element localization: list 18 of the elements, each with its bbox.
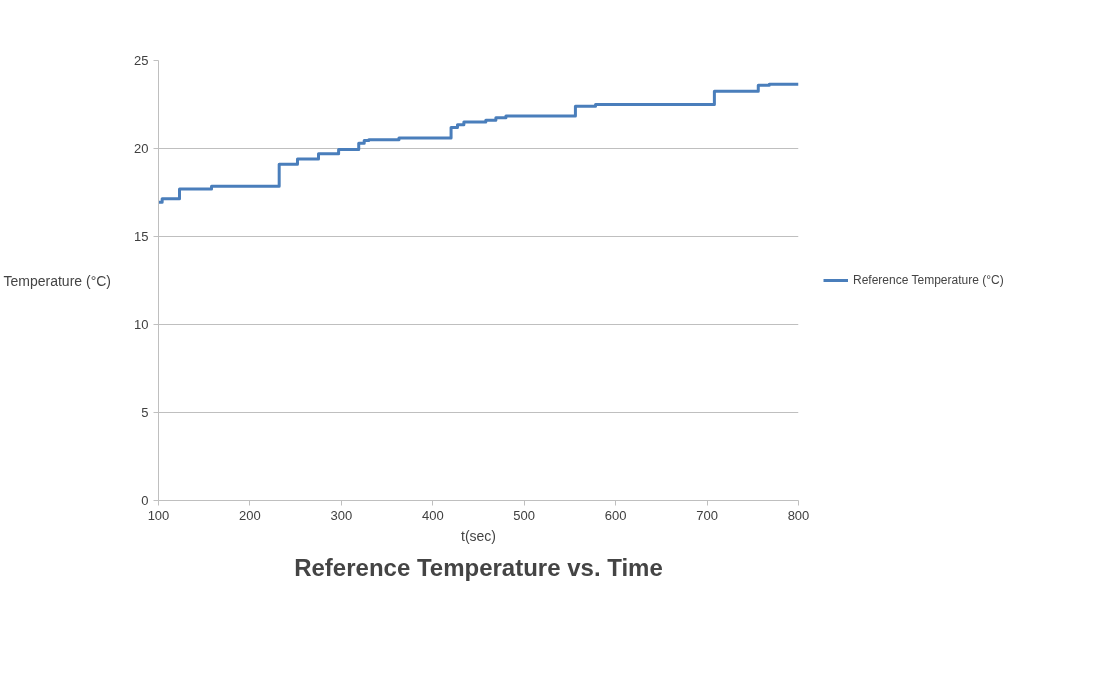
y-tick-label: 25 [134,53,149,68]
x-tick-label: 700 [696,507,718,523]
x-tick-label: 800 [787,507,810,523]
y-tick-label: 0 [141,493,149,508]
text: Reference Temperature vs. Time [294,553,663,581]
x-tick-label: 500 [513,507,536,523]
x-tick-label: 400 [421,507,444,523]
y-tick-label: 10 [134,317,149,332]
legend-label: Reference Temperature (°C) [853,273,1004,287]
x-axis-title: t(sec) [461,527,496,544]
y-tick-label: 5 [141,405,149,420]
x-tick-label: 300 [330,507,353,523]
x-tick-label: 600 [604,507,627,523]
y-tick-label: 15 [134,229,149,244]
y-tick-label: 20 [134,141,149,156]
x-tick-label: 100 [147,507,170,523]
y-axis-title: Temperature (°C) [3,272,112,289]
x-tick-label: 200 [239,507,261,523]
